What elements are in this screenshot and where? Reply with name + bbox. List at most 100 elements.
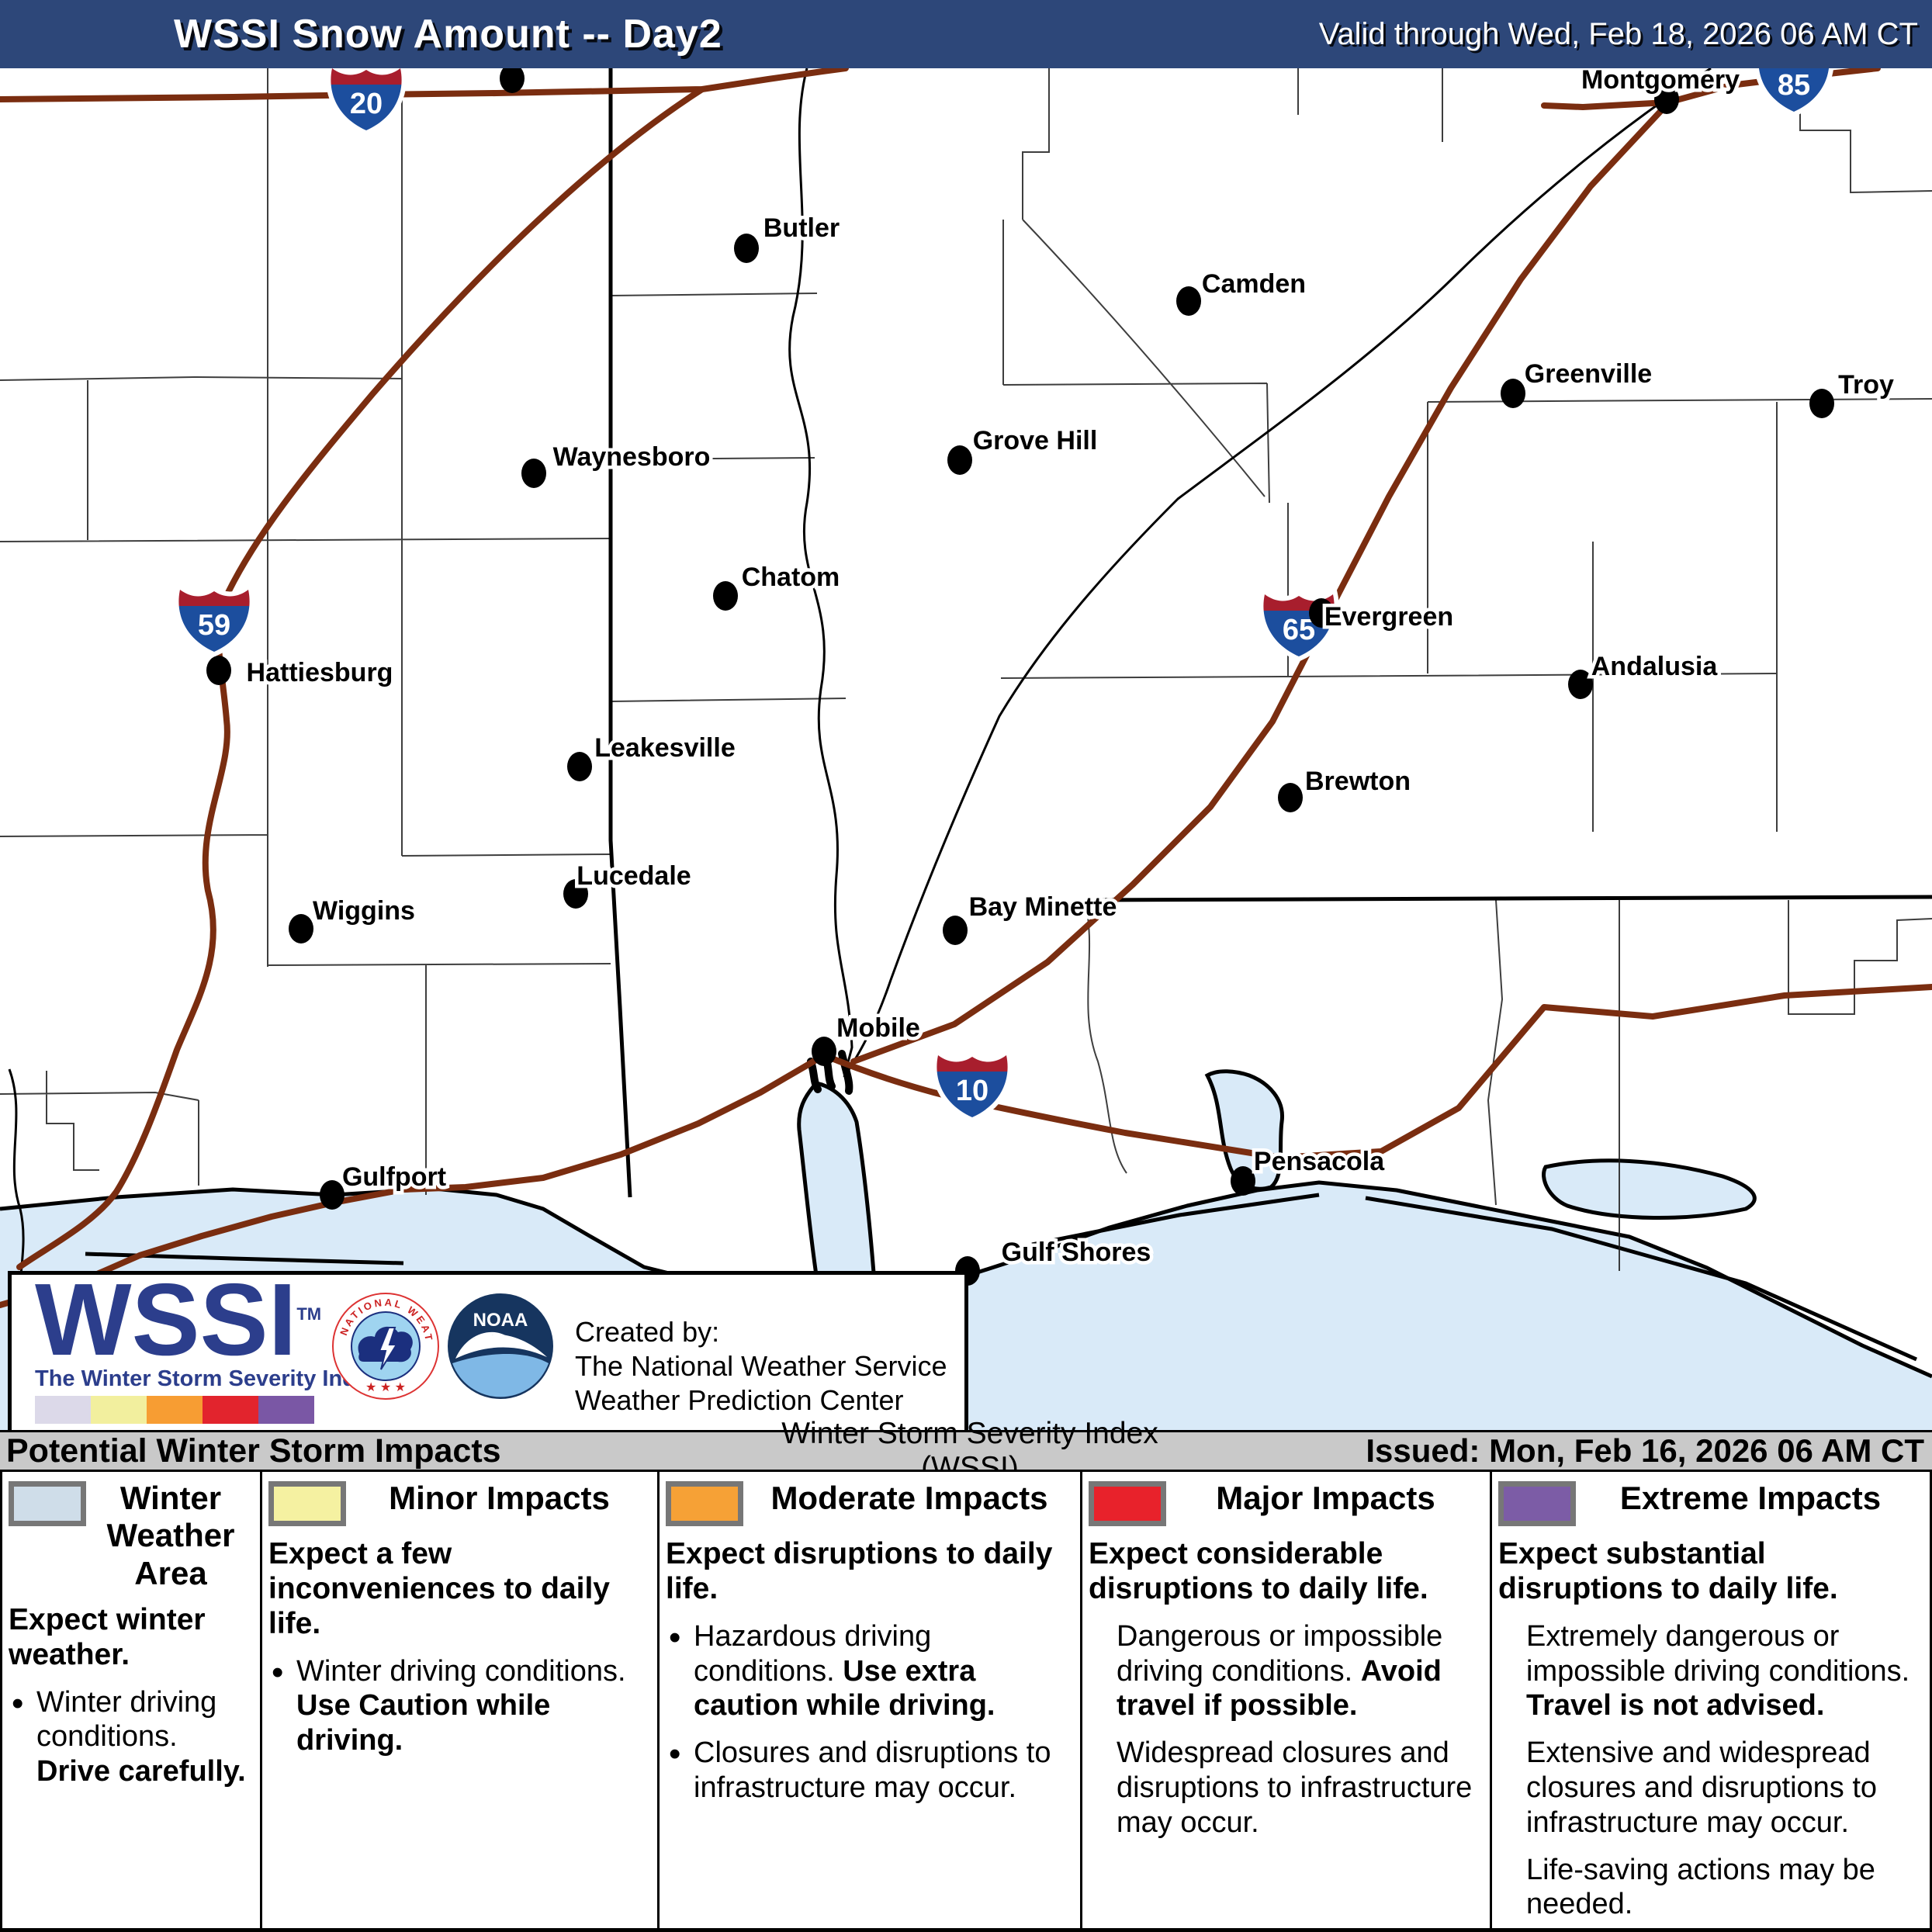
city-label-greenville: Greenville [1525, 359, 1652, 389]
severity-map: 20 85 59 65 10 Montgomery Butler Camden Greenvi… [0, 68, 1932, 1430]
colorbar-segment [203, 1396, 258, 1424]
city-label-gulf-shores: Gulf Shores [1002, 1238, 1151, 1267]
gulf-coastline-east [874, 1180, 1932, 1379]
legend-item: Hazardous driving conditions. Use extra … [666, 1618, 1075, 1723]
wssi-logo-box: WSSITM The Winter Storm Severity Index N… [8, 1262, 968, 1435]
city-label-lucedale: Lucedale [576, 861, 691, 891]
city-dot-greenville [1501, 379, 1525, 408]
legend-item: Closures and disruptions to infrastructu… [666, 1734, 1075, 1806]
legend-item: Extensive and widespread closures and di… [1526, 1736, 1878, 1839]
legend-item: Widespread closures and disruptions to i… [1117, 1736, 1473, 1839]
svg-text:10: 10 [956, 1075, 989, 1107]
svg-text:NOAA: NOAA [473, 1310, 528, 1331]
nws-seal-icon: NATIONAL WEATHER SERVICE ★ ★ ★ [332, 1293, 439, 1400]
city-label-butler: Butler [763, 213, 840, 243]
svg-text:85: 85 [1778, 69, 1810, 102]
legend-col-major-impacts: Major Impacts Expect considerable disrup… [1080, 1472, 1490, 1928]
city-dot-camden [1176, 286, 1201, 316]
minor-impacts-swatch [268, 1481, 346, 1526]
al-fl-state-line [1084, 895, 1932, 902]
city-dot-butler [734, 234, 759, 263]
city-label-andalusia: Andalusia [1591, 652, 1719, 681]
legend-item: Winter driving conditions. Drive careful… [9, 1684, 255, 1789]
created-by-credit: Created by: The National Weather Service… [575, 1316, 947, 1416]
city-label-chatom: Chatom [742, 563, 840, 592]
city-dot-andalusia [1568, 670, 1593, 699]
highway-lines [0, 68, 1932, 1308]
legend-item: Life-saving actions may be needed. [1526, 1853, 1875, 1921]
legend-col-minor-impacts: Minor Impacts Expect a few inconvenience… [260, 1472, 657, 1928]
city-dot-troy [1809, 389, 1834, 418]
city-dot-leakesville [567, 752, 592, 781]
city-label-gulfport: Gulfport [342, 1162, 446, 1192]
city-dot-lucedale [563, 879, 588, 909]
valid-through-label: Valid through Wed, Feb 18, 2026 06 AM CT [1318, 16, 1918, 51]
colorbar-segment [91, 1396, 147, 1424]
svg-text:65: 65 [1283, 614, 1315, 646]
city-dot-wiggins [289, 914, 313, 943]
city-dot-waynesboro [521, 459, 546, 488]
city-label-leakesville: Leakesville [594, 733, 735, 763]
city-dot-montgomery [1654, 85, 1679, 114]
interstate-10-road [821, 984, 1932, 1161]
issuance-bar: Potential Winter Storm Impacts Winter St… [0, 1417, 1932, 1484]
extreme-impacts-swatch [1498, 1481, 1576, 1526]
city-dot-mobile [812, 1037, 836, 1066]
city-label-bay-minette: Bay Minette [969, 892, 1117, 922]
moderate-impacts-swatch [666, 1481, 743, 1526]
pensacola-bay [1204, 1069, 1284, 1191]
city-label-troy: Troy [1838, 370, 1894, 400]
svg-text:★ ★ ★: ★ ★ ★ [365, 1381, 406, 1394]
legend-item: Dangerous or impossible driving conditio… [1117, 1619, 1443, 1723]
city-dot-bay-minette [943, 916, 968, 945]
wssi-tagline: The Winter Storm Severity Index [35, 1366, 382, 1391]
city-dot-hattiesburg [206, 656, 231, 685]
legend-col-moderate-impacts: Moderate Impacts Expect disruptions to d… [657, 1472, 1080, 1928]
city-dot-pensacola [1231, 1166, 1255, 1196]
band-title: Potential Winter Storm Impacts [6, 1432, 501, 1470]
city-label-grove-hill: Grove Hill [973, 426, 1098, 455]
coastal-road-west [0, 1052, 827, 1308]
issued-label: Issued: Mon, Feb 16, 2026 06 AM CT [1366, 1432, 1924, 1469]
legend-col-extreme-impacts: Extreme Impacts Expect substantial disru… [1490, 1472, 1930, 1928]
legend-item: Winter driving conditions. Use Caution w… [268, 1653, 653, 1758]
page-title: WSSI Snow Amount -- Day2 [174, 12, 722, 57]
city-dot-chatom [713, 581, 738, 611]
wssi-severity-colorbar [35, 1396, 314, 1424]
svg-text:20: 20 [350, 88, 383, 120]
city-label-camden: Camden [1202, 269, 1306, 299]
interstate-59-road [16, 86, 705, 1270]
city-label-mobile: Mobile [836, 1013, 920, 1043]
impacts-legend: Winter Weather Area Expect winter weathe… [0, 1472, 1932, 1932]
city-dot-unlabeled-north [500, 68, 525, 93]
city-dot-evergreen [1309, 598, 1334, 628]
tombigbee-river [788, 68, 853, 1078]
interstate-65-road [850, 102, 1670, 1065]
mobile-bay [797, 1081, 878, 1298]
colorbar-segment [35, 1396, 91, 1424]
city-label-hattiesburg: Hattiesburg [247, 658, 393, 687]
map-area: 20 85 59 65 10 Montgomery Butler Camden Greenvi… [0, 68, 1932, 1435]
city-label-pensacola: Pensacola [1254, 1147, 1385, 1176]
colorbar-segment [147, 1396, 203, 1424]
alabama-river [843, 68, 1712, 1078]
city-markers: Montgomery Butler Camden Greenville Troy Wayn… [206, 68, 1897, 1286]
interstate-85-shield-icon: 85 [1755, 68, 1833, 114]
city-label-wiggins: Wiggins [313, 896, 415, 926]
city-label-montgomery: Montgomery [1581, 68, 1740, 95]
major-impacts-swatch [1089, 1481, 1166, 1526]
colorbar-segment [258, 1396, 314, 1424]
ms-al-state-line [608, 68, 632, 1198]
legend-item: Extremely dangerous or impossible drivin… [1526, 1619, 1910, 1723]
wssi-wordmark: WSSITM [35, 1262, 322, 1376]
winter-weather-area-swatch [9, 1481, 86, 1526]
svg-text:59: 59 [198, 609, 230, 642]
noaa-seal-icon: NOAA [448, 1293, 553, 1399]
interstate-59-shield-icon: 59 [175, 585, 253, 654]
city-label-brewton: Brewton [1305, 767, 1411, 796]
interstate-20-road [0, 68, 849, 102]
choctawhatchee-bay [1542, 1158, 1757, 1220]
city-dot-gulfport [320, 1180, 345, 1210]
montgomery-west-road [1541, 99, 1670, 110]
